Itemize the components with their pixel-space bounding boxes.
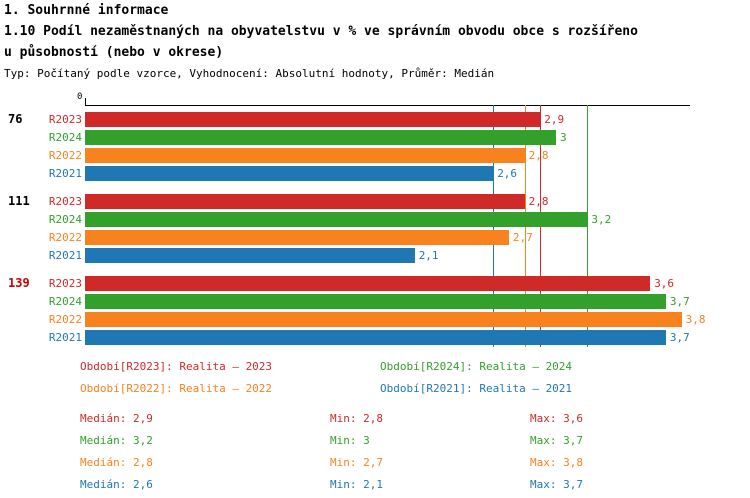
stat-min-r2021: Min: 2,1 xyxy=(330,478,383,491)
bar-value-label: 3,7 xyxy=(669,331,690,344)
bar-r2024 xyxy=(85,130,556,145)
bar-value-label: 3 xyxy=(560,131,567,144)
bar-row-label: R2022 xyxy=(48,149,82,162)
chart-title-line1: 1.10 Podíl nezaměstnaných na obyvatelstv… xyxy=(4,24,638,39)
stat-max-r2023: Max: 3,6 xyxy=(530,412,583,425)
stat-max-r2021: Max: 3,7 xyxy=(530,478,583,491)
median-line-r2024 xyxy=(587,105,589,347)
bar-r2024 xyxy=(85,294,666,309)
legend-item-r2021: Období[R2021]: Realita – 2021 xyxy=(380,382,573,395)
bar-row-label: R2022 xyxy=(48,313,82,326)
stat-median-r2021: Medián: 2,6 xyxy=(80,478,153,491)
bar-row-label: R2021 xyxy=(48,249,82,262)
bar-row-label: R2021 xyxy=(48,167,82,180)
bar-value-label: 2,1 xyxy=(418,249,439,262)
bar-value-label: 2,9 xyxy=(544,113,565,126)
stat-median-r2023: Medián: 2,9 xyxy=(80,412,153,425)
legend-item-r2024: Období[R2024]: Realita – 2024 xyxy=(380,360,573,373)
group-label: 139 xyxy=(8,276,30,290)
bar-r2021 xyxy=(85,248,415,263)
x-axis-zero-label: 0 xyxy=(77,92,83,102)
chart-meta-line: Typ: Počítaný podle vzorce, Vyhodnocení:… xyxy=(4,67,495,80)
bar-value-label: 3,6 xyxy=(654,277,675,290)
bar-value-label: 3,2 xyxy=(591,213,612,226)
bar-row-label: R2024 xyxy=(48,295,82,308)
bar-r2022 xyxy=(85,230,509,245)
stat-min-r2024: Min: 3 xyxy=(330,434,370,447)
bar-r2023 xyxy=(85,112,541,127)
bar-value-label: 2,8 xyxy=(528,195,549,208)
bar-value-label: 2,8 xyxy=(528,149,549,162)
stat-min-r2022: Min: 2,7 xyxy=(330,456,383,469)
bar-row-label: R2024 xyxy=(48,131,82,144)
stat-median-r2024: Medián: 3,2 xyxy=(80,434,153,447)
bar-r2021 xyxy=(85,166,494,181)
group-label: 76 xyxy=(8,112,23,126)
x-axis-line xyxy=(85,105,690,106)
bar-r2022 xyxy=(85,312,682,327)
legend-item-r2022: Období[R2022]: Realita – 2022 xyxy=(80,382,273,395)
bar-row-label: R2024 xyxy=(48,213,82,226)
bar-row-label: R2021 xyxy=(48,331,82,344)
bar-row-label: R2023 xyxy=(48,277,82,290)
bar-value-label: 2,7 xyxy=(512,231,533,244)
bar-r2024 xyxy=(85,212,588,227)
chart-title-line2: u působností (nebo v okrese) xyxy=(4,45,224,60)
bar-value-label: 3,7 xyxy=(669,295,690,308)
bar-row-label: R2023 xyxy=(48,195,82,208)
x-axis-tick xyxy=(85,98,86,105)
bar-value-label: 2,6 xyxy=(497,167,518,180)
bar-r2023 xyxy=(85,276,651,291)
bar-r2021 xyxy=(85,330,666,345)
stat-median-r2022: Medián: 2,8 xyxy=(80,456,153,469)
stat-min-r2023: Min: 2,8 xyxy=(330,412,383,425)
stat-max-r2024: Max: 3,7 xyxy=(530,434,583,447)
group-label: 111 xyxy=(8,194,30,208)
bar-value-label: 3,8 xyxy=(685,313,706,326)
bar-row-label: R2023 xyxy=(48,113,82,126)
legend-item-r2023: Období[R2023]: Realita – 2023 xyxy=(80,360,273,373)
bar-r2023 xyxy=(85,194,525,209)
section-title: 1. Souhrnné informace xyxy=(4,3,169,18)
stat-max-r2022: Max: 3,8 xyxy=(530,456,583,469)
bar-row-label: R2022 xyxy=(48,231,82,244)
bar-r2022 xyxy=(85,148,525,163)
